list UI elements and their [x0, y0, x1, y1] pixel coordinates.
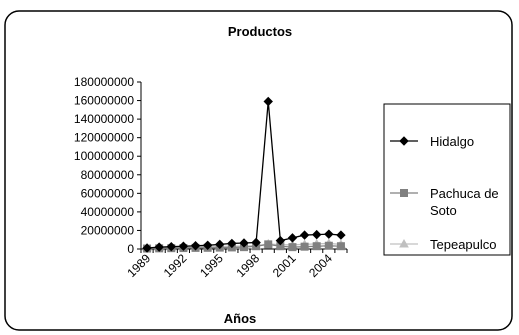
data-point [178, 241, 189, 251]
legend-box [383, 103, 511, 256]
data-point [239, 238, 249, 248]
y-tick-label: 80000000 [81, 168, 135, 182]
data-point [190, 241, 201, 251]
y-tick-label: 180000000 [74, 75, 134, 89]
data-point [263, 96, 273, 107]
legend-marker [400, 189, 408, 197]
y-axis-ticks: 0 20000000 40000000 60000000 80000000 1000000… [74, 75, 141, 256]
legend: Hidalgo Pachuca de Soto Tepeapulco [390, 134, 499, 252]
data-point [202, 240, 213, 250]
series-lines [142, 96, 346, 253]
legend-item: Hidalgo [390, 134, 474, 149]
x-axis-label: Años [224, 311, 257, 326]
legend-marker [399, 136, 409, 146]
data-point [154, 242, 164, 252]
legend-marker [399, 238, 409, 248]
data-point [142, 243, 152, 253]
y-tick-label: 120000000 [74, 131, 134, 145]
data-point [336, 230, 346, 240]
data-point [324, 229, 334, 239]
y-tick-label: 160000000 [74, 94, 134, 108]
y-tick-label: 40000000 [81, 205, 135, 219]
data-point [166, 241, 177, 252]
legend-label: Hidalgo [430, 134, 474, 149]
data-point [275, 235, 286, 246]
data-point [264, 240, 273, 249]
data-point [215, 239, 225, 250]
y-tick-label: 60000000 [81, 186, 135, 200]
series-0 [142, 96, 346, 253]
legend-item: Tepeapulco [390, 237, 497, 252]
data-point [287, 233, 298, 243]
data-point [299, 230, 310, 240]
y-tick-label: 140000000 [74, 112, 134, 126]
data-point [251, 237, 261, 248]
y-tick-label: 0 [127, 242, 134, 256]
chart-title: Productos [228, 24, 292, 39]
legend-item: Pachuca de Soto [390, 186, 499, 218]
y-tick-label: 20000000 [81, 223, 135, 237]
data-point [300, 242, 309, 251]
data-point [227, 238, 237, 249]
legend-label: Pachuca de Soto [430, 186, 499, 218]
data-point [312, 242, 321, 251]
y-tick-label: 100000000 [74, 149, 134, 163]
data-point [324, 241, 333, 250]
data-point [288, 243, 297, 252]
legend-label: Tepeapulco [430, 237, 497, 252]
data-point [311, 229, 322, 240]
data-point [336, 242, 345, 251]
